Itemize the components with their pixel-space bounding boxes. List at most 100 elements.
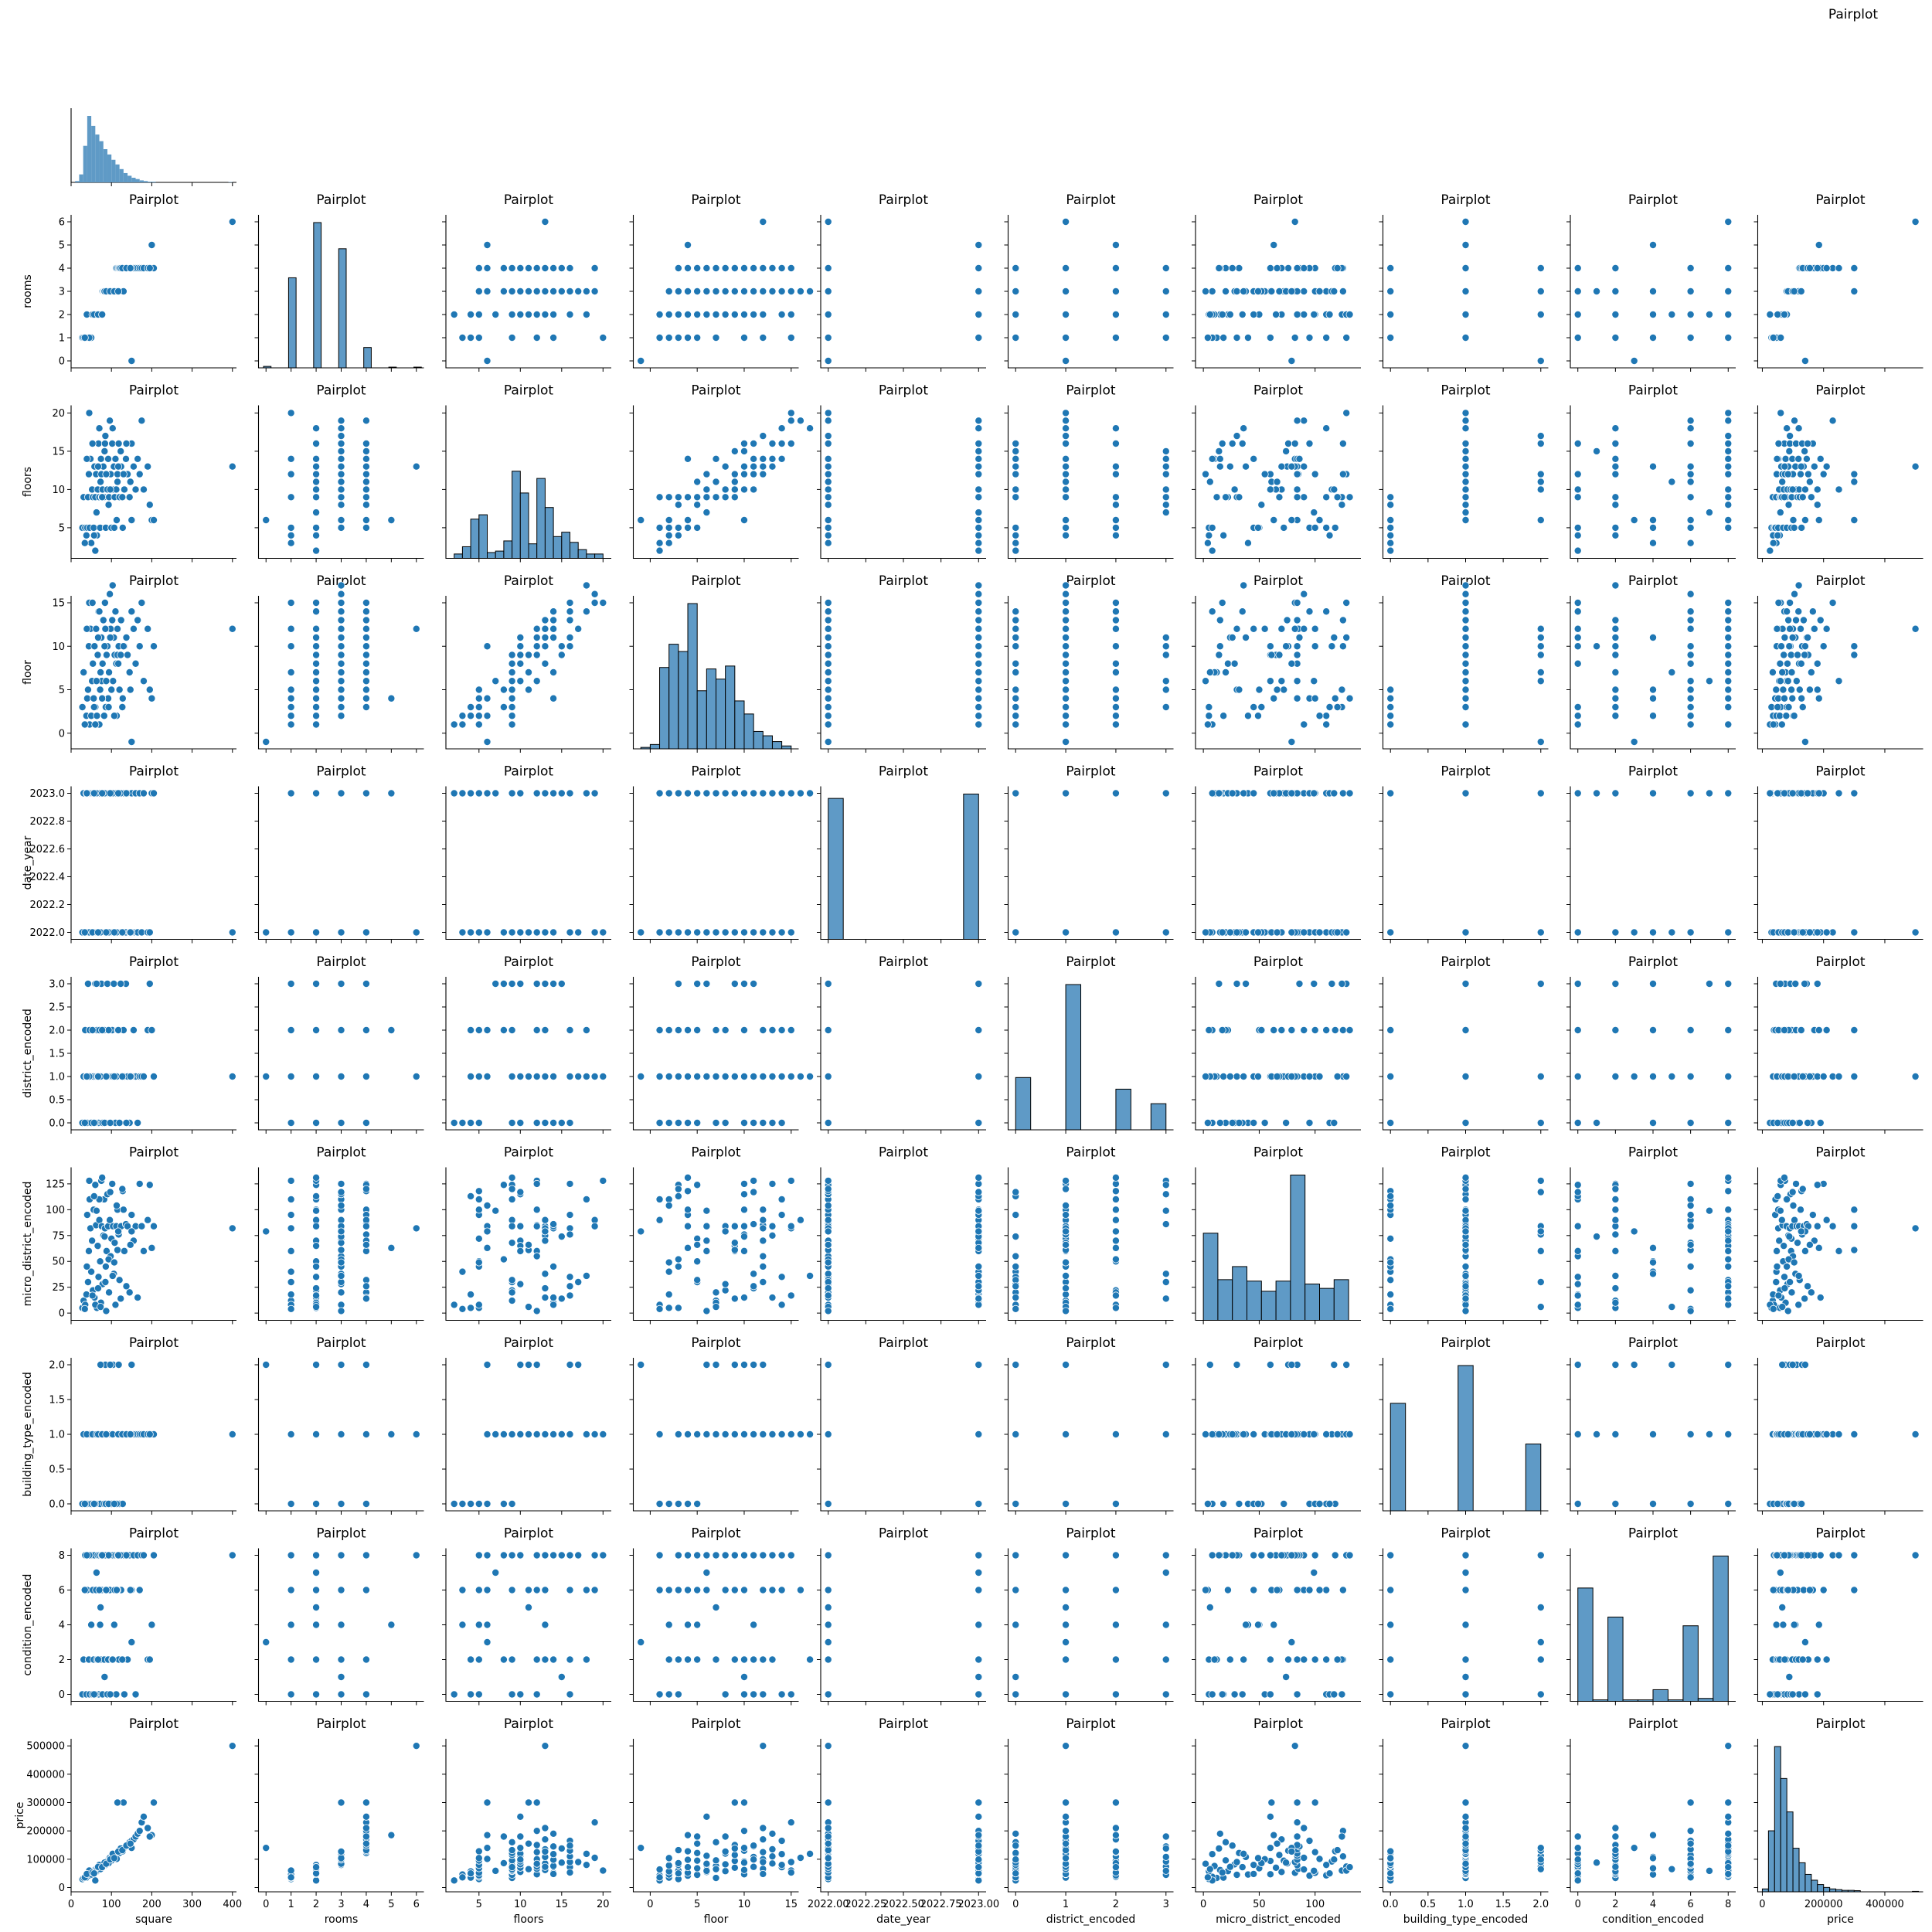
- scatter-point: [1686, 789, 1695, 798]
- scatter-point: [467, 789, 475, 798]
- scatter-point: [549, 694, 558, 702]
- scatter-point: [1648, 685, 1657, 694]
- scatter-point: [1668, 928, 1676, 937]
- scatter-point: [508, 310, 516, 318]
- scatter-point: [759, 1236, 767, 1245]
- scatter-point: [1648, 333, 1657, 342]
- scatter-point: [1111, 287, 1120, 295]
- scatter-point: [824, 417, 832, 425]
- scatter-point: [1203, 720, 1212, 729]
- y-axis-label: rooms: [22, 274, 34, 308]
- scatter-point: [1461, 616, 1470, 624]
- scatter-point: [362, 1294, 370, 1303]
- scatter-point: [975, 1119, 983, 1128]
- histogram-bar: [1333, 1279, 1349, 1321]
- scatter-point: [94, 634, 102, 642]
- histogram-bar: [1150, 1103, 1167, 1131]
- scatter-point: [1780, 694, 1788, 702]
- scatter-point: [483, 264, 492, 272]
- scatter-point: [1461, 1271, 1470, 1280]
- scatter-point: [768, 1294, 777, 1302]
- scatter-point: [777, 1211, 786, 1219]
- scatter-point: [1766, 546, 1774, 555]
- scatter-point: [787, 1073, 795, 1081]
- scatter-point: [1062, 217, 1070, 226]
- scatter-point: [532, 634, 541, 642]
- scatter-point: [467, 333, 475, 342]
- panel-floors-vs-rooms: Pairplot: [254, 383, 424, 563]
- scatter-point: [1611, 1026, 1620, 1035]
- panel-rooms-vs-floors: Pairplot: [442, 192, 611, 372]
- scatter-point: [541, 624, 549, 633]
- scatter-point: [1386, 1304, 1395, 1313]
- scatter-point: [1293, 694, 1301, 702]
- scatter-point: [474, 703, 483, 712]
- panel-title: Pairplot: [1253, 954, 1304, 970]
- scatter-point: [474, 789, 483, 798]
- histogram-bar: [668, 644, 679, 750]
- scatter-point: [287, 712, 295, 720]
- scatter-point: [665, 789, 673, 798]
- scatter-point: [655, 1073, 664, 1081]
- scatter-point: [80, 668, 88, 677]
- scatter-point: [84, 470, 93, 478]
- scatter-point: [124, 651, 132, 659]
- panel-title: Pairplot: [691, 573, 741, 589]
- scatter-point: [126, 264, 134, 272]
- scatter-point: [287, 789, 295, 798]
- scatter-point: [1461, 1307, 1470, 1315]
- scatter-point: [1322, 424, 1331, 433]
- scatter-point: [824, 1073, 832, 1081]
- scatter-point: [337, 1202, 345, 1210]
- scatter-point: [1311, 1026, 1319, 1035]
- scatter-point: [148, 1026, 156, 1035]
- scatter-point: [1536, 738, 1545, 747]
- scatter-point: [312, 720, 321, 729]
- scatter-point: [1536, 634, 1545, 642]
- scatter-point: [1648, 634, 1657, 642]
- scatter-point: [806, 789, 815, 798]
- scatter-point: [1305, 1119, 1314, 1128]
- scatter-point: [796, 1073, 804, 1081]
- scatter-point: [149, 516, 158, 525]
- scatter-point: [387, 1243, 396, 1252]
- scatter-point: [549, 789, 558, 798]
- panel-floor-vs-district_encoded: Pairplot: [1004, 573, 1174, 753]
- scatter-point: [1573, 287, 1582, 295]
- scatter-point: [1305, 1073, 1314, 1081]
- scatter-point: [975, 509, 983, 517]
- scatter-point: [1062, 1227, 1070, 1236]
- scatter-point: [1611, 287, 1620, 295]
- scatter-point: [1305, 440, 1314, 448]
- scatter-point: [975, 607, 983, 616]
- scatter-point: [1798, 928, 1807, 937]
- scatter-point: [228, 217, 236, 226]
- scatter-point: [138, 599, 146, 607]
- scatter-point: [96, 685, 104, 694]
- scatter-point: [787, 417, 795, 425]
- panel-spines: [445, 786, 611, 940]
- scatter-point: [693, 478, 702, 486]
- y-tick-label: 2022.8: [30, 816, 66, 828]
- panel-spines: [1382, 977, 1549, 1131]
- scatter-point: [145, 1181, 154, 1189]
- scatter-point: [96, 1257, 104, 1266]
- panel-title: Pairplot: [1815, 764, 1866, 780]
- scatter-point: [1257, 501, 1266, 509]
- scatter-point: [1611, 634, 1620, 642]
- scatter-point: [824, 454, 832, 463]
- scatter-point: [483, 738, 492, 747]
- panel-title: Pairplot: [129, 954, 179, 970]
- scatter-point: [262, 516, 270, 525]
- scatter-point: [508, 1288, 516, 1297]
- scatter-point: [508, 659, 516, 668]
- panel-title: Pairplot: [129, 192, 179, 208]
- scatter-point: [582, 1026, 590, 1035]
- scatter-point: [508, 720, 516, 729]
- scatter-point: [1162, 1278, 1170, 1287]
- panel-micro_district_encoded-vs-condition_encoded: Pairplot: [1566, 1145, 1736, 1325]
- scatter-point: [1686, 651, 1695, 659]
- scatter-point: [574, 1073, 583, 1081]
- scatter-point: [1206, 310, 1214, 318]
- scatter-point: [1782, 712, 1791, 720]
